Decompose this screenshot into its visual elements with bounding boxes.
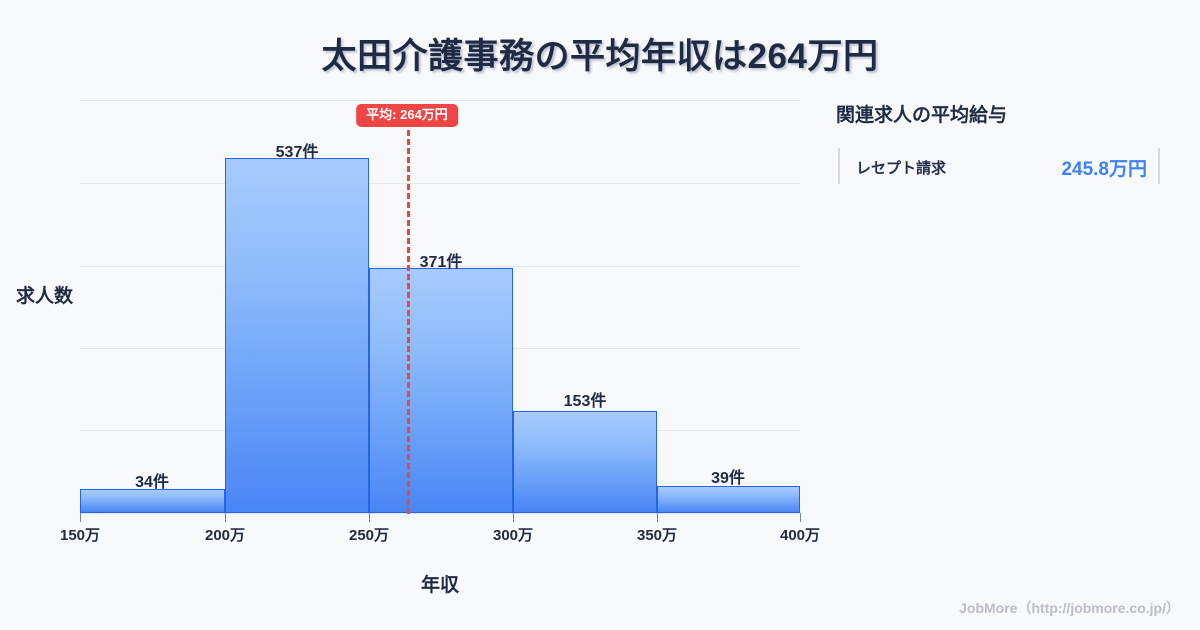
watermark-footer: JobMore（http://jobmore.co.jp/） bbox=[959, 600, 1180, 616]
gridline bbox=[80, 183, 800, 184]
bar-value-label: 371件 bbox=[419, 254, 463, 271]
axis-tick bbox=[80, 513, 81, 522]
bar-value-label: 39件 bbox=[711, 470, 745, 487]
x-tick-label: 400万 bbox=[779, 527, 821, 544]
x-axis-title: 年収 bbox=[420, 575, 459, 596]
axis-tick bbox=[369, 513, 370, 522]
histogram-chart: 34件 537件 371件 153件 39件 150万 200万 250万 30… bbox=[16, 96, 821, 596]
bar-value-label: 34件 bbox=[135, 474, 169, 491]
average-line bbox=[407, 130, 410, 514]
axis-tick bbox=[225, 513, 226, 522]
page-title: 太田介護事務の平均年収は264万円 bbox=[321, 37, 879, 76]
salary-row-name: レセプト請求 bbox=[856, 160, 947, 177]
x-tick-label: 250万 bbox=[348, 527, 390, 544]
x-tick-label: 300万 bbox=[492, 527, 534, 544]
axis-baseline bbox=[80, 513, 800, 514]
average-badge: 平均: 264万円 bbox=[356, 104, 458, 128]
y-axis-title: 求人数 bbox=[16, 286, 74, 307]
bar-value-label: 153件 bbox=[563, 393, 607, 410]
salary-row-value: 245.8万円 bbox=[1061, 159, 1147, 180]
row-divider-right bbox=[1158, 148, 1160, 184]
bar-value-label: 537件 bbox=[275, 144, 319, 161]
x-tick-label: 150万 bbox=[59, 527, 101, 544]
axis-tick bbox=[513, 513, 514, 522]
gridline bbox=[80, 100, 800, 101]
bar-200-250[interactable] bbox=[225, 158, 369, 513]
panel-heading: 関連求人の平均給与 bbox=[836, 105, 1008, 126]
row-divider-left bbox=[838, 148, 840, 184]
bar-350-400[interactable] bbox=[657, 486, 800, 513]
axis-tick bbox=[657, 513, 658, 522]
axis-tick bbox=[800, 513, 801, 522]
gridline bbox=[80, 266, 800, 267]
x-tick-label: 200万 bbox=[204, 527, 246, 544]
plot-area bbox=[80, 96, 800, 513]
salary-row[interactable]: レセプト請求 245.8万円 bbox=[836, 148, 1161, 184]
bar-250-300[interactable] bbox=[369, 268, 513, 513]
x-tick-label: 350万 bbox=[636, 527, 678, 544]
bar-150-200[interactable] bbox=[80, 489, 225, 513]
bar-300-350[interactable] bbox=[513, 411, 657, 513]
